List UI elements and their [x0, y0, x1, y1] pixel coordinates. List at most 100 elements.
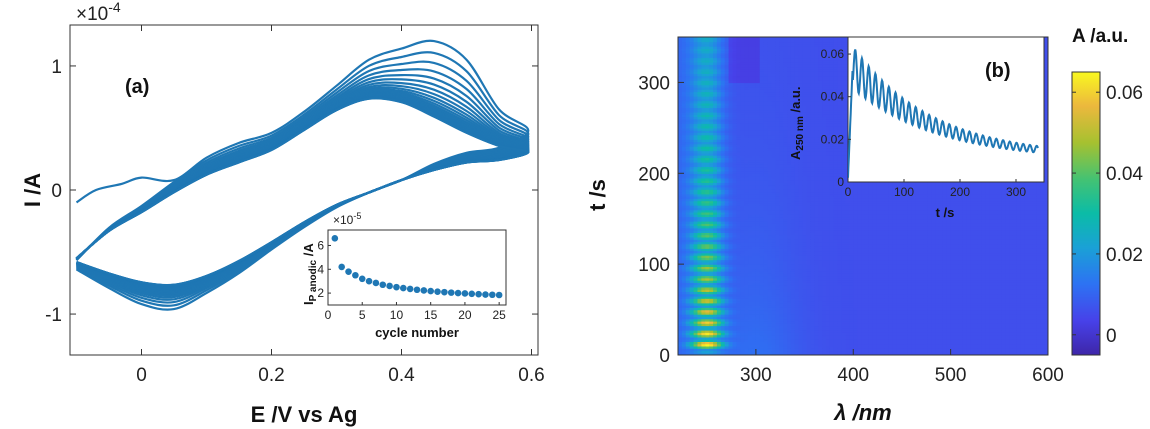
heatmap-cell	[732, 48, 737, 52]
heatmap-cell	[693, 255, 699, 258]
heatmap-cell	[697, 221, 702, 224]
heatmap-cell	[678, 182, 683, 186]
heatmap-cell	[732, 46, 737, 49]
heatmap-cell	[701, 343, 706, 347]
heatmap-cell	[720, 339, 726, 342]
heatmap-cell	[689, 114, 695, 118]
heatmap-cell	[693, 66, 699, 70]
heatmap-cell	[689, 102, 695, 106]
heatmap-cell	[681, 345, 687, 349]
heatmap-cell	[716, 139, 722, 143]
heatmap-cell	[724, 132, 730, 136]
heatmap-cell	[736, 309, 741, 313]
heatmap-cell	[736, 341, 741, 345]
cv-inset-point	[461, 290, 469, 297]
heatmap-cell	[697, 43, 702, 47]
heatmap-cell	[681, 216, 687, 220]
heatmap-cell	[697, 105, 702, 108]
heatmap-cell	[685, 146, 691, 149]
heatmap-cell	[685, 345, 691, 349]
heatmap-cell	[705, 164, 710, 168]
heatmap-cell	[724, 345, 730, 349]
heatmap-cell	[740, 143, 745, 147]
heatmap-cell	[709, 264, 714, 267]
heatmap-cell	[697, 291, 702, 295]
heatmap-cell	[713, 336, 718, 340]
heatmap-cell	[716, 55, 722, 59]
heatmap-cell	[736, 305, 741, 308]
heatmap-cell	[740, 141, 745, 145]
heatmap-cell	[701, 289, 706, 292]
heatmap-cell	[724, 189, 730, 193]
heatmap-cell	[713, 343, 718, 347]
heatmap-cell	[724, 46, 730, 49]
heatmap-cell	[713, 350, 718, 354]
heatmap-cell	[697, 171, 702, 174]
heatmap-cell	[701, 37, 706, 40]
heatmap-cell	[728, 241, 734, 245]
heatmap-cell	[732, 189, 737, 193]
heatmap-cell	[716, 325, 722, 329]
heatmap-cell	[724, 314, 730, 317]
heatmap-cell	[724, 87, 730, 90]
heatmap-cell	[736, 223, 741, 227]
heatmap-cell	[685, 168, 691, 172]
heatmap-cell	[713, 80, 718, 84]
heatmap-cell	[678, 193, 683, 197]
heatmap-cell	[697, 282, 702, 286]
heatmap-cell	[689, 91, 695, 95]
heatmap-cell	[709, 334, 714, 338]
heatmap-cell	[693, 134, 699, 138]
heatmap-cell	[740, 345, 745, 349]
heatmap-cell	[736, 234, 741, 238]
heatmap-cell	[709, 218, 714, 222]
heatmap-cell	[736, 302, 741, 306]
heatmap-cell	[697, 327, 702, 331]
heatmap-cell	[720, 318, 726, 322]
heatmap-cell	[681, 277, 687, 281]
cv-inset-y-tick-label: 6	[317, 238, 324, 252]
heatmap-cell	[716, 225, 722, 229]
heatmap-cell	[736, 48, 741, 52]
heatmap-cell	[705, 300, 710, 304]
heatmap-cell	[701, 300, 706, 304]
heatmap-cell	[740, 209, 745, 213]
heatmap-cell	[716, 175, 722, 179]
heatmap-cell	[736, 311, 741, 315]
heatmap-cell	[728, 116, 734, 120]
heatmap-cell	[705, 271, 710, 274]
cv-inset-point	[482, 291, 489, 298]
heatmap-cell	[681, 289, 687, 292]
heatmap-cell	[736, 62, 741, 65]
heatmap-cell	[724, 62, 730, 65]
heatmap-cell	[697, 209, 702, 213]
heatmap-cell	[701, 266, 706, 270]
heatmap-cell	[732, 298, 737, 302]
heatmap-cell	[701, 334, 706, 338]
heatmap-cell	[689, 164, 695, 168]
heatmap-cell	[709, 214, 714, 218]
heatmap-cell	[705, 177, 710, 181]
heatmap-cell	[709, 77, 714, 81]
heatmap-cell	[732, 112, 737, 115]
heatmap-cell	[681, 41, 687, 45]
heatmap-cell	[724, 232, 730, 236]
heatmap-cell	[701, 55, 706, 59]
heatmap-cell	[705, 309, 710, 313]
heatmap-cell	[740, 234, 745, 238]
heatmap-cell	[728, 91, 734, 95]
heatmap-cell	[740, 236, 745, 240]
heatmap-cell	[685, 143, 691, 147]
heatmap-cell	[716, 198, 722, 202]
heatmap-cell	[709, 139, 714, 143]
heatmap-cell	[689, 161, 695, 165]
heatmap-cell	[701, 330, 706, 333]
heatmap-cell	[736, 214, 741, 218]
heatmap-cell	[724, 105, 730, 108]
heatmap-cell	[705, 314, 710, 317]
heatmap-cell	[693, 343, 699, 347]
heatmap-cell	[720, 173, 726, 177]
heatmap-cell	[740, 216, 745, 220]
heatmap-cell	[697, 257, 702, 261]
heatmap-cell	[728, 127, 734, 131]
